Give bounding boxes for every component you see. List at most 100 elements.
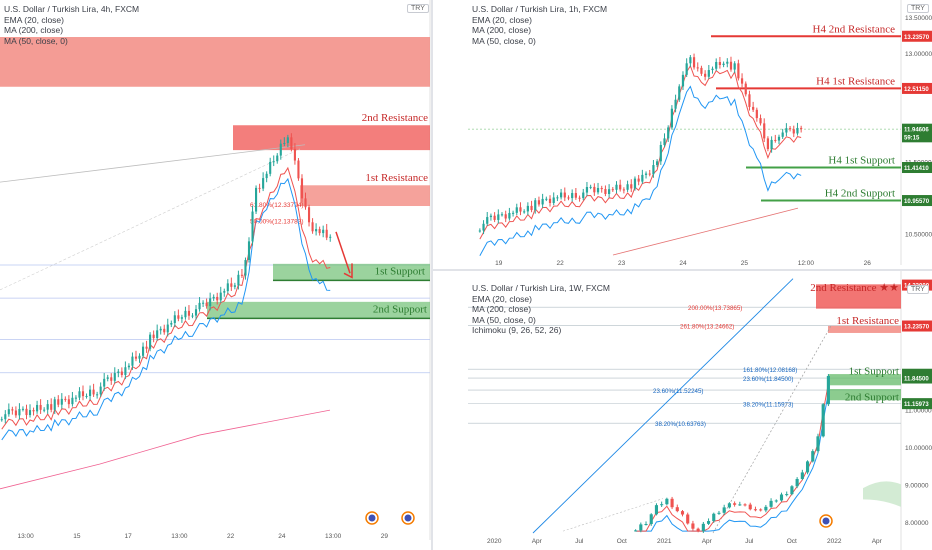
top-right-price-tag: 59:15 <box>904 135 920 141</box>
left-candle <box>78 391 81 398</box>
bottom-right-price-tag: 11.84500 <box>904 377 929 383</box>
top-right-candle <box>663 138 666 145</box>
top-right-price-tag: 12.51150 <box>904 87 929 93</box>
top-right-candle <box>674 99 677 109</box>
top-right-legend-ma200: MA (200, close) <box>472 25 532 35</box>
top-right-price-tag-bg <box>902 30 932 42</box>
left-ma200-line <box>0 409 331 490</box>
left-candle <box>265 173 268 179</box>
bottom-right-ma50-line <box>635 392 829 532</box>
bottom-right-candle <box>654 505 659 515</box>
left-candle <box>110 377 113 381</box>
bottom-right-price-tag-bg <box>902 320 932 332</box>
bottom-right-price-tick: 9.00000 <box>905 482 929 489</box>
top-right-candle <box>508 212 511 219</box>
top-right-candle <box>630 184 633 189</box>
top-right-candle <box>619 184 622 190</box>
left-candle <box>311 222 314 232</box>
bottom-right-candle <box>706 521 711 524</box>
bottom-right-time-tick: Apr <box>872 538 883 545</box>
left-candle <box>240 274 243 276</box>
top-right-candle <box>500 214 504 216</box>
left-candle <box>7 409 10 415</box>
top-right-currency-badge[interactable]: TRY <box>907 4 929 13</box>
top-right-candle <box>652 165 655 175</box>
left-candle <box>18 408 21 416</box>
left-candle <box>32 410 35 412</box>
panel-divider-horizontal[interactable] <box>433 269 932 271</box>
left-candle <box>205 302 208 307</box>
left-candle <box>230 283 233 287</box>
top-right-price-tag-bg <box>902 162 932 174</box>
top-right-chart-canvas[interactable]: H4 2nd Resistance H4 1st Resistance H4 1st… <box>433 0 932 269</box>
top-right-candle <box>781 132 784 137</box>
left-candle <box>149 334 152 349</box>
top-right-candle <box>722 63 725 66</box>
bottom-right-legend-ema: EMA (20, close) <box>472 293 532 304</box>
bottom-right-candle <box>748 504 752 510</box>
left-candle <box>237 274 240 286</box>
left-time-tick: 15 <box>73 533 81 540</box>
top-right-candle <box>548 198 552 203</box>
bottom-right-time-tick: Apr <box>702 538 713 545</box>
left-candle <box>74 397 77 399</box>
left-candle <box>209 298 212 307</box>
bottom-right-fib-label: 38.20%(11.15973) <box>743 402 793 409</box>
top-right-chart-header: U.S. Dollar / Turkish Lira, 1h, FXCM EMA… <box>472 4 607 46</box>
bottom-right-chart-canvas[interactable]: 2nd Resistance ★★ 1st Resistance 1st Suppo… <box>433 271 932 550</box>
top-right-chart-panel[interactable]: H4 2nd Resistance H4 1st Resistance H4 1st… <box>433 0 932 269</box>
left-currency-badge[interactable]: TRY <box>407 4 429 13</box>
left-upper-resistance-zone <box>0 37 430 87</box>
top-right-candle <box>504 214 507 219</box>
top-right-time-tick: 22 <box>557 260 565 267</box>
left-candle <box>191 315 194 317</box>
top-right-time-tick: 19 <box>495 260 503 267</box>
top-right-candle <box>770 139 773 150</box>
top-right-candle <box>659 144 662 162</box>
top-right-candle <box>608 189 611 194</box>
left-candle <box>28 410 32 416</box>
left-candle <box>247 241 251 261</box>
bottom-right-chart-panel[interactable]: 2nd Resistance ★★ 1st Resistance 1st Suppo… <box>433 271 932 550</box>
bottom-right-price-tick: 8.00000 <box>905 520 929 527</box>
left-candle <box>244 260 247 276</box>
left-candle <box>293 148 296 161</box>
top-right-candle <box>534 200 537 211</box>
left-ema20-line <box>1 166 331 430</box>
top-right-candle <box>600 187 603 190</box>
top-right-level-label: H4 2nd Resistance <box>813 23 896 35</box>
left-candle <box>212 296 215 299</box>
left-trend-line <box>0 144 306 183</box>
left-candle <box>258 187 261 189</box>
top-right-candle <box>718 62 722 66</box>
top-right-candle <box>578 197 581 199</box>
left-ma50-line <box>1 177 331 441</box>
top-right-candle <box>696 67 699 69</box>
bottom-right-zone-label: 1st Support <box>849 365 899 377</box>
left-candle <box>120 371 123 375</box>
left-candle <box>36 404 39 412</box>
top-right-candle <box>700 67 703 74</box>
bottom-right-candle <box>800 472 804 479</box>
economic-event-icon-core <box>368 514 376 522</box>
bottom-right-time-tick: Apr <box>532 538 543 545</box>
left-chart-panel[interactable]: 2nd Resistance 1st Resistance 1st Support 2… <box>0 0 431 550</box>
left-candle <box>106 377 109 379</box>
left-candle <box>67 399 70 405</box>
left-candle <box>223 291 226 293</box>
left-candle <box>272 161 275 163</box>
top-right-candle <box>748 94 751 107</box>
top-right-price-tag-bg <box>902 82 932 94</box>
left-legend-ema: EMA (20, close) <box>4 14 64 25</box>
top-right-candle <box>604 189 607 194</box>
left-candle <box>81 391 85 397</box>
bottom-right-currency-badge[interactable]: TRY <box>907 285 929 294</box>
left-zone-label: 1st Support <box>375 265 425 277</box>
left-time-tick: 13:00 <box>171 533 188 540</box>
top-right-candle <box>482 223 485 231</box>
panel-divider-vertical[interactable] <box>431 0 433 550</box>
top-right-candle <box>489 215 493 218</box>
left-chart-canvas[interactable]: 2nd Resistance 1st Resistance 1st Support 2… <box>0 0 431 550</box>
bottom-right-candle <box>811 451 815 462</box>
left-candle <box>325 229 328 238</box>
